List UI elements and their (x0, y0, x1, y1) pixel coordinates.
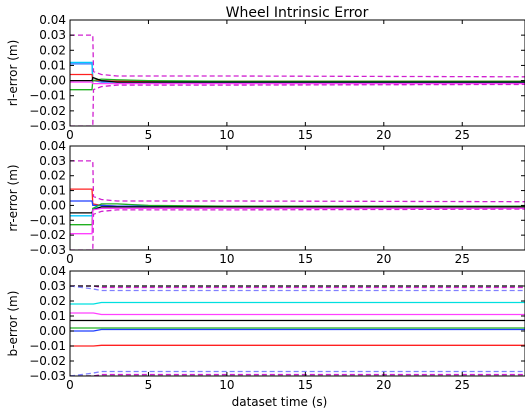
y-tick-label: 0.00 (39, 198, 66, 212)
plot-frame (69, 270, 525, 377)
subplot-2: 0 5 10 15 20 25−0.03−0.02−0.010.000.010.020.0… (6, 139, 525, 266)
series-line-5 (70, 81, 525, 85)
series-line-8 (70, 208, 525, 250)
x-tick-label: 20 (376, 128, 391, 142)
series-line-1 (70, 63, 525, 83)
y-tick-label: −0.02 (29, 228, 66, 242)
series-line-6 (70, 76, 525, 83)
y-tick-label: 0.00 (39, 74, 66, 88)
series-line-6 (70, 344, 525, 347)
x-tick-label: 25 (455, 128, 470, 142)
x-tick-label: 0 (66, 252, 74, 266)
series-line-2 (70, 61, 525, 83)
subplot-3: 0 5 10 15 20 25−0.03−0.02−0.010.000.010.020.0… (6, 264, 525, 409)
x-tick-label: 15 (298, 128, 313, 142)
y-axis-label: b-error (m) (6, 291, 20, 357)
series-line-12 (70, 370, 525, 376)
y-tick-label: −0.02 (29, 354, 66, 368)
x-tick-label: 15 (298, 252, 313, 266)
series-line-8 (70, 83, 525, 126)
x-tick-label: 0 (66, 378, 74, 392)
y-tick-label: 0.02 (39, 43, 66, 57)
y-tick-label: 0.04 (39, 13, 66, 27)
x-tick-label: 10 (219, 378, 234, 392)
y-tick-label: 0.04 (39, 264, 66, 278)
y-axis-label: rr-error (m) (6, 164, 20, 231)
y-tick-label: 0.03 (39, 279, 66, 293)
x-tick-label: 25 (455, 378, 470, 392)
series-line-9 (70, 285, 525, 292)
y-tick-label: −0.01 (29, 339, 66, 353)
y-tick-label: 0.01 (39, 58, 66, 72)
x-tick-label: 20 (376, 252, 391, 266)
y-tick-label: 0.01 (39, 184, 66, 198)
y-axis-label: rl-error (m) (6, 40, 20, 107)
y-tick-label: −0.01 (29, 89, 66, 103)
y-tick-label: 0.02 (39, 169, 66, 183)
series-group (70, 34, 525, 126)
series-line-6 (70, 207, 525, 235)
y-tick-label: 0.00 (39, 324, 66, 338)
x-tick-label: 5 (145, 378, 153, 392)
series-group (70, 285, 525, 376)
series-line-2 (70, 200, 525, 207)
x-tick-label: 25 (455, 252, 470, 266)
series-line-1 (70, 301, 525, 305)
plot-frame (69, 145, 525, 251)
y-tick-label: −0.02 (29, 104, 66, 118)
plot-frame (69, 19, 525, 127)
series-group (70, 160, 525, 250)
x-tick-label: 20 (376, 378, 391, 392)
y-tick-label: 0.02 (39, 294, 66, 308)
y-tick-label: 0.04 (39, 139, 66, 153)
series-line-7 (70, 34, 525, 78)
subplot-1: 0 5 10 15 20 25−0.03−0.02−0.010.000.010.020.0… (6, 13, 525, 142)
series-line-2 (70, 312, 525, 316)
series-line-7 (70, 160, 525, 203)
series-line-5 (70, 328, 525, 332)
x-tick-label: 10 (219, 252, 234, 266)
series-line-10 (70, 373, 525, 376)
y-tick-label: 0.01 (39, 309, 66, 323)
figure-title: Wheel Intrinsic Error (226, 5, 369, 21)
x-tick-label: 15 (298, 378, 313, 392)
y-tick-label: −0.01 (29, 213, 66, 227)
x-tick-label: 10 (219, 128, 234, 142)
y-tick-label: −0.03 (29, 369, 66, 383)
x-axis-label: dataset time (s) (232, 395, 328, 409)
y-tick-label: −0.03 (29, 119, 66, 133)
y-tick-label: 0.03 (39, 154, 66, 168)
y-tick-label: 0.03 (39, 28, 66, 42)
series-line-1 (70, 188, 525, 207)
x-tick-label: 5 (145, 128, 153, 142)
x-tick-label: 0 (66, 128, 74, 142)
series-line-5 (70, 206, 525, 214)
y-tick-label: −0.03 (29, 243, 66, 257)
axes-container: 0 5 10 15 20 25−0.03−0.02−0.010.000.010.020.0… (6, 13, 525, 409)
series-line-4 (70, 78, 525, 91)
x-tick-label: 5 (145, 252, 153, 266)
